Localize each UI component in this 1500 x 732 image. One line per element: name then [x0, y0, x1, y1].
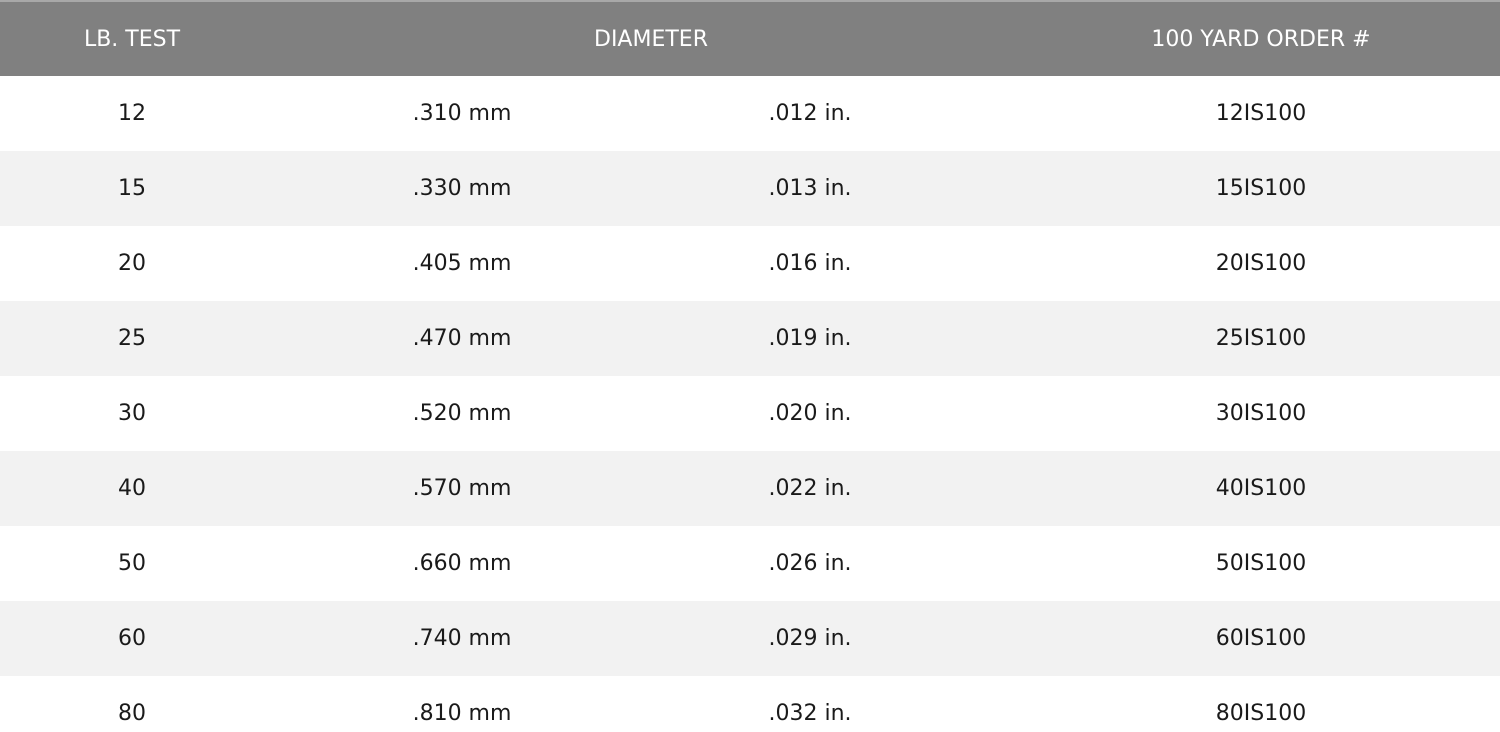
cell-order-number: 60IS100 — [960, 601, 1500, 676]
cell-diameter-mm: .310 mm — [412, 101, 512, 126]
header-order: 100 YARD ORDER # — [960, 0, 1500, 76]
table-row: 80 .810 mm .032 in. 80IS100 — [0, 676, 1500, 732]
cell-diameter-mm: .660 mm — [412, 551, 512, 576]
cell-diameter-mm: .810 mm — [412, 701, 512, 726]
cell-diameter-in: .020 in. — [768, 401, 852, 426]
cell-diameter-mm: .740 mm — [264, 601, 660, 676]
cell-order-number: 15IS100 — [960, 151, 1500, 226]
cell-order-number: 50IS100 — [1215, 551, 1307, 576]
table-row: 50 .660 mm .026 in. 50IS100 — [0, 526, 1500, 601]
cell-order-number: 40IS100 — [960, 451, 1500, 526]
header-lb-test: LB. TEST — [0, 0, 264, 76]
cell-order-number: 12IS100 — [1215, 101, 1307, 126]
table-row: 60.740 mm .029 in. 60IS100 — [0, 601, 1500, 676]
cell-lb-test: 12 — [118, 101, 146, 126]
header-diameter: DIAMETER — [264, 0, 960, 76]
cell-lb-test: 20 — [118, 251, 146, 276]
cell-lb-test: 40 — [0, 451, 264, 526]
cell-diameter-in: .026 in. — [768, 551, 852, 576]
cell-lb-test: 60 — [0, 601, 264, 676]
cell-diameter-in: .019 in. — [660, 301, 960, 376]
table-row: 25.470 mm .019 in. 25IS100 — [0, 301, 1500, 376]
cell-diameter-in: .016 in. — [768, 251, 852, 276]
cell-diameter-mm: .520 mm — [412, 401, 512, 426]
cell-diameter-in: .013 in. — [660, 151, 960, 226]
cell-order-number: 25IS100 — [960, 301, 1500, 376]
cell-diameter-mm: .570 mm — [264, 451, 660, 526]
cell-lb-test: 80 — [118, 701, 146, 726]
cell-lb-test: 50 — [118, 551, 146, 576]
cell-diameter-in: .022 in. — [660, 451, 960, 526]
cell-order-number: 30IS100 — [1215, 401, 1307, 426]
cell-order-number: 80IS100 — [1215, 701, 1307, 726]
header-row: LB. TEST DIAMETER 100 YARD ORDER # — [0, 0, 1500, 76]
cell-lb-test: 30 — [118, 401, 146, 426]
table-row: 40.570 mm .022 in. 40IS100 — [0, 451, 1500, 526]
cell-diameter-in: .029 in. — [660, 601, 960, 676]
cell-diameter-mm: .330 mm — [264, 151, 660, 226]
table-row: 20 .405 mm .016 in. 20IS100 — [0, 226, 1500, 301]
cell-diameter-in: .012 in. — [768, 101, 852, 126]
cell-diameter-in: .032 in. — [768, 701, 852, 726]
table-row: 30 .520 mm .020 in. 30IS100 — [0, 376, 1500, 451]
cell-order-number: 20IS100 — [1215, 251, 1307, 276]
table-row: 12 .310 mm .012 in. 12IS100 — [0, 76, 1500, 151]
table-row: 15.330 mm .013 in. 15IS100 — [0, 151, 1500, 226]
cell-lb-test: 25 — [0, 301, 264, 376]
cell-lb-test: 15 — [0, 151, 264, 226]
cell-diameter-mm: .470 mm — [264, 301, 660, 376]
cell-diameter-mm: .405 mm — [412, 251, 512, 276]
